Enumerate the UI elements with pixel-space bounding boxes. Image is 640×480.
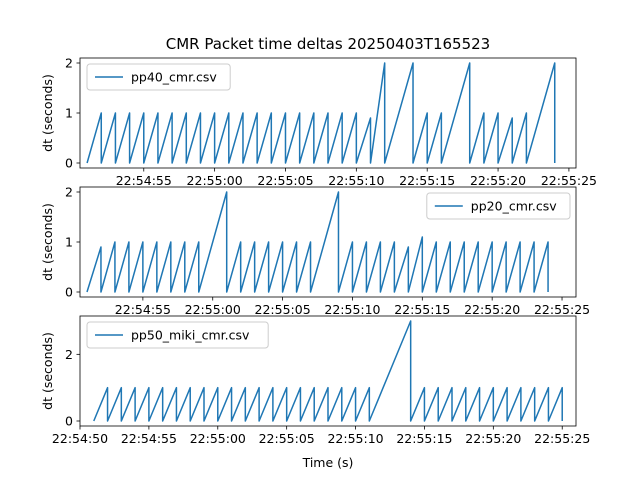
- x-tick-label: 22:55:00: [190, 431, 246, 446]
- x-tick-label: 22:55:25: [534, 302, 590, 317]
- axes-container: 22:54:55 22:55:00 22:55:05 22:55:10 22:55:15…: [40, 56, 597, 447]
- x-tick-label: 22:55:10: [324, 302, 380, 317]
- legend-label: pp50_miki_cmr.csv: [131, 328, 250, 343]
- chart-title: CMR Packet time deltas 20250403T165523: [166, 35, 490, 53]
- axes-panel-2: 22:54:55 22:55:00 22:55:05 22:55:10 22:55:15…: [40, 185, 590, 318]
- x-tick-label: 22:55:10: [328, 173, 384, 188]
- x-tick-label: 22:54:50: [52, 431, 108, 446]
- x-tick-label: 22:55:20: [464, 302, 520, 317]
- x-tick-label: 22:55:05: [259, 431, 315, 446]
- axes-frame: [79, 315, 577, 427]
- x-tick-label: 22:55:20: [470, 173, 526, 188]
- legend-label: pp20_cmr.csv: [471, 199, 557, 214]
- x-tick-label: 22:54:55: [116, 173, 172, 188]
- y-tick-label: 2: [65, 56, 73, 71]
- x-tick-label: 22:55:00: [187, 173, 243, 188]
- legend-box: [86, 63, 231, 91]
- y-tick-label: 0: [65, 414, 73, 429]
- x-tick-label: 22:55:25: [541, 173, 597, 188]
- y-tick-label: 2: [65, 347, 73, 362]
- series-line-3-1: [93, 320, 563, 422]
- x-tick-label: 22:55:05: [255, 302, 311, 317]
- x-axis-title: Time (s): [302, 455, 354, 470]
- axes-panel-3: 22:54:50 22:54:55 22:55:00 22:55:05 22:55:10…: [40, 315, 590, 446]
- y-tick-label: 1: [65, 106, 73, 121]
- y-axis-title: dt (seconds): [40, 74, 55, 152]
- legend: pp20_cmr.csv: [426, 192, 571, 220]
- x-tick-label: 22:55:20: [465, 431, 521, 446]
- x-tick-label: 22:55:15: [394, 302, 450, 317]
- y-axis-title: dt (seconds): [40, 332, 55, 410]
- x-tick-label: 22:55:05: [257, 173, 313, 188]
- y-tick-label: 0: [65, 156, 73, 171]
- y-tick-label: 0: [65, 285, 73, 300]
- legend: pp50_miki_cmr.csv: [86, 321, 269, 349]
- y-axis-title: dt (seconds): [40, 203, 55, 281]
- series-line-2-1: [86, 191, 549, 293]
- x-tick-label: 22:55:15: [396, 431, 452, 446]
- x-tick-label: 22:55:15: [399, 173, 455, 188]
- axes-panel-1: 22:54:55 22:55:00 22:55:05 22:55:10 22:55:15…: [40, 56, 597, 189]
- legend-box: [86, 321, 269, 349]
- x-tick-label: 22:55:10: [327, 431, 383, 446]
- legend: pp40_cmr.csv: [86, 63, 231, 91]
- legend-box: [426, 192, 571, 220]
- series-line-1-1: [86, 62, 556, 164]
- x-tick-label: 22:55:25: [534, 431, 590, 446]
- y-tick-label: 1: [65, 235, 73, 250]
- legend-label: pp40_cmr.csv: [131, 70, 217, 85]
- y-tick-label: 2: [65, 185, 73, 200]
- x-tick-label: 22:55:00: [185, 302, 241, 317]
- x-tick-label: 22:54:55: [115, 302, 171, 317]
- x-tick-label: 22:54:55: [121, 431, 177, 446]
